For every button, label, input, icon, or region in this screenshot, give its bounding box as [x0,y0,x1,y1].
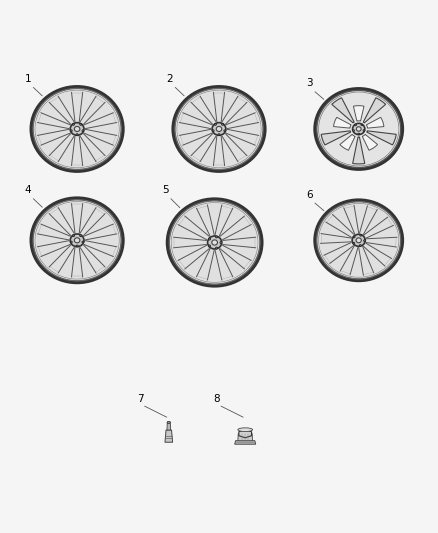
Ellipse shape [76,245,78,247]
Polygon shape [367,131,396,145]
Ellipse shape [175,88,263,169]
Text: 8: 8 [213,393,220,403]
Ellipse shape [318,92,399,166]
Ellipse shape [35,90,119,168]
Ellipse shape [238,428,253,432]
Ellipse shape [359,245,361,246]
Ellipse shape [72,124,74,125]
Polygon shape [363,98,385,123]
Polygon shape [333,117,351,128]
Ellipse shape [352,235,365,246]
Ellipse shape [315,200,403,280]
Ellipse shape [82,130,84,132]
Ellipse shape [212,130,214,132]
Ellipse shape [31,198,123,282]
Ellipse shape [218,134,220,135]
Ellipse shape [74,238,80,243]
Ellipse shape [358,133,360,135]
Ellipse shape [361,124,363,126]
Polygon shape [353,106,364,121]
Ellipse shape [72,235,74,237]
Polygon shape [362,134,378,150]
Polygon shape [353,137,365,164]
Ellipse shape [214,124,216,125]
Text: 3: 3 [306,78,313,88]
Ellipse shape [212,123,226,135]
Ellipse shape [74,126,80,132]
Polygon shape [239,430,251,438]
Ellipse shape [173,87,265,171]
Ellipse shape [76,134,78,135]
Ellipse shape [360,235,362,236]
Ellipse shape [70,123,84,135]
Polygon shape [167,423,171,430]
Text: 1: 1 [25,74,31,84]
Ellipse shape [353,130,354,131]
Ellipse shape [208,236,222,249]
Polygon shape [321,131,351,145]
Ellipse shape [353,243,355,244]
Ellipse shape [70,130,72,132]
Ellipse shape [355,124,357,126]
Ellipse shape [208,238,211,240]
Ellipse shape [222,124,224,125]
Ellipse shape [33,88,121,169]
Ellipse shape [353,236,355,238]
Text: 5: 5 [162,185,169,195]
Ellipse shape [220,241,222,244]
Ellipse shape [215,247,218,249]
Ellipse shape [31,87,123,171]
Ellipse shape [215,236,218,238]
Text: 4: 4 [25,185,31,195]
Ellipse shape [318,204,399,277]
Ellipse shape [177,90,261,168]
Ellipse shape [317,91,401,167]
Ellipse shape [33,200,121,281]
Ellipse shape [363,130,365,131]
Polygon shape [340,134,355,150]
Polygon shape [238,434,253,441]
Polygon shape [165,430,173,442]
Text: 6: 6 [306,190,313,200]
Polygon shape [367,117,384,128]
Ellipse shape [317,202,401,279]
Ellipse shape [208,245,211,247]
Ellipse shape [167,422,170,423]
Ellipse shape [171,203,258,282]
Ellipse shape [82,241,84,243]
Ellipse shape [170,201,260,284]
Ellipse shape [80,124,82,125]
Polygon shape [332,98,354,123]
Ellipse shape [80,235,82,237]
Polygon shape [235,441,256,444]
Ellipse shape [35,201,119,279]
Text: 2: 2 [166,74,173,84]
Ellipse shape [212,240,217,245]
Ellipse shape [70,241,72,243]
Ellipse shape [364,240,366,241]
Ellipse shape [70,234,84,247]
Ellipse shape [315,89,403,169]
Ellipse shape [357,127,361,131]
Ellipse shape [216,126,222,132]
Ellipse shape [353,123,365,135]
Ellipse shape [224,130,226,132]
Text: 7: 7 [137,393,144,403]
Ellipse shape [356,238,361,243]
Ellipse shape [167,199,262,286]
